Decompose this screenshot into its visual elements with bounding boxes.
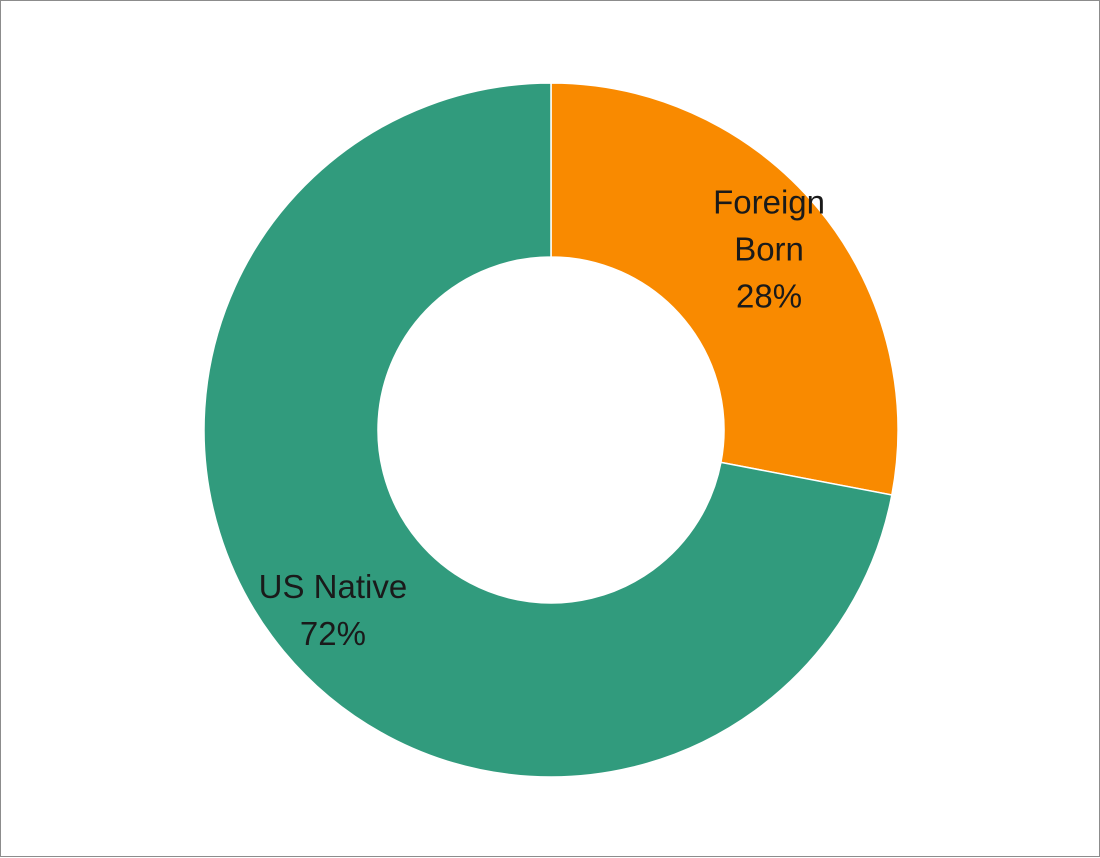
slice-category-0-line-0: Foreign [713,184,825,221]
slice-0 [550,82,899,496]
slice-category-0-line-1: Born [734,231,804,268]
slices-layer [203,82,899,778]
slice-1 [203,82,893,778]
slice-value-0: 28% [736,278,802,315]
slice-label-0: Foreign Born 28% [713,184,825,315]
slice-value-1: 72% [300,615,366,652]
slice-label-1: US Native 72% [259,568,408,652]
labels-layer: Foreign Born 28% US Native 72% [259,184,825,652]
slice-category-1-line-0: US Native [259,568,408,605]
